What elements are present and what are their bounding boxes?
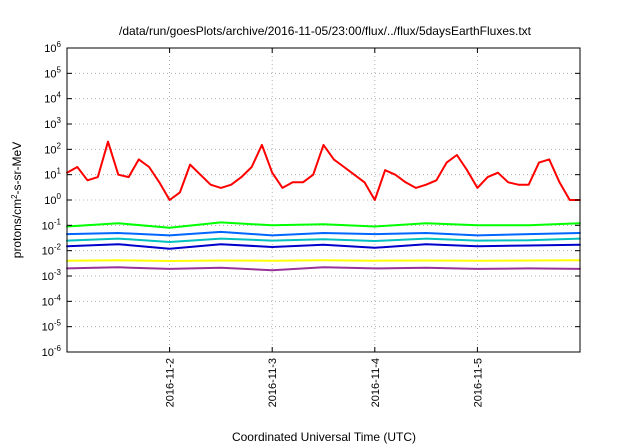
x-tick-label: 2016-11-5	[472, 358, 484, 407]
grid	[67, 48, 580, 352]
series-line-6	[66, 259, 581, 262]
y-tick-label: 105	[44, 65, 61, 80]
y-tick-label: 10-5	[42, 319, 62, 334]
y-axis-label: protons/cm2-s-sr-MeV	[10, 142, 24, 258]
series-line-3	[66, 230, 581, 237]
y-tick-label: 102	[44, 141, 61, 156]
y-tick-label: 103	[44, 116, 61, 131]
series-layer	[66, 140, 581, 272]
series-line-1	[66, 140, 581, 201]
x-axis-label: Coordinated Universal Time (UTC)	[232, 430, 416, 444]
y-axis: 10-6 10-5 10-4 10-3 10-2 10-1 100 101 102 103 104 1…	[42, 40, 580, 359]
x-axis: 2016-11-2 2016-11-3 2016-11-4 2016-11-5	[165, 48, 484, 407]
chart-title: /data/run/goesPlots/archive/2016-11-05/2…	[119, 24, 532, 38]
series-line-4	[66, 237, 581, 243]
y-tick-label: 101	[44, 167, 61, 182]
series-line-7	[66, 266, 581, 272]
y-tick-label: 10-1	[42, 217, 62, 232]
series-line-2	[66, 221, 581, 229]
y-tick-label: 10-3	[42, 268, 62, 283]
y-tick-label: 104	[44, 91, 61, 106]
x-tick-label: 2016-11-3	[267, 358, 279, 407]
y-tick-label: 10-6	[42, 344, 62, 359]
x-tick-label: 2016-11-2	[165, 358, 177, 407]
y-tick-label: 10-4	[42, 293, 62, 308]
y-tick-label: 100	[44, 192, 61, 207]
y-tick-label: 106	[44, 40, 61, 55]
series-line-5	[66, 243, 581, 250]
x-tick-label: 2016-11-4	[370, 358, 382, 407]
y-tick-label: 10-2	[42, 243, 62, 258]
